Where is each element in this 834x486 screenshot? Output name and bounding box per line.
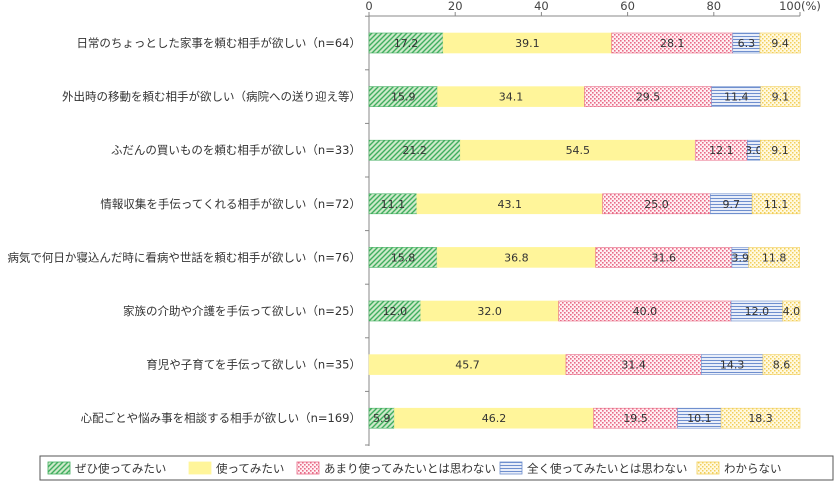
bar-segment bbox=[762, 354, 801, 375]
bar-value-label: 31.6 bbox=[652, 251, 677, 264]
bar-value-label: 21.2 bbox=[402, 144, 427, 157]
x-tick-label: 40 bbox=[534, 0, 549, 13]
x-tick-label: 20 bbox=[448, 0, 463, 13]
bar-value-label: 29.5 bbox=[636, 91, 661, 104]
bar-value-label: 14.3 bbox=[720, 359, 745, 372]
bar-value-label: 6.3 bbox=[738, 37, 756, 50]
category-label: ふだんの買いものを頼む相手が欲しい（n=33） bbox=[111, 143, 361, 157]
x-tick-label: 0 bbox=[365, 0, 372, 13]
bar-value-label: 11.1 bbox=[381, 198, 406, 211]
bar-value-label: 3.0 bbox=[745, 144, 763, 157]
bar-segment bbox=[782, 300, 801, 322]
category-label: 心配ごとや悩み事を相談する相手が欲しい（n=169） bbox=[81, 411, 361, 425]
bar-value-label: 15.9 bbox=[391, 91, 416, 104]
bar-value-label: 9.4 bbox=[771, 37, 789, 50]
bar-segment bbox=[760, 86, 801, 107]
bar-segment bbox=[720, 407, 801, 429]
legend-entry: あまり使ってみたいとは思わない bbox=[324, 462, 496, 476]
legend-swatch bbox=[188, 461, 212, 475]
x-tick-label: 100(%) bbox=[779, 0, 821, 13]
legend-swatch bbox=[499, 461, 523, 475]
bar-value-label: 12.0 bbox=[745, 305, 770, 318]
category-label: 情報収集を手伝ってくれる相手が欲しい（n=72） bbox=[100, 197, 361, 211]
category-label: 育児や子育てを手伝って欲しい（n=35） bbox=[146, 358, 361, 372]
bar-value-label: 31.4 bbox=[621, 359, 646, 372]
bar-value-label: 11.1 bbox=[764, 198, 789, 211]
legend-swatch bbox=[696, 461, 720, 475]
axis-layer: 0 20 40 60 80 100(%) 日常のちょっとした家事を頼む相手が欲しい（n=64… bbox=[7, 0, 821, 446]
legend-swatch bbox=[47, 461, 71, 475]
bar-segment bbox=[748, 247, 800, 268]
legend-entry: ぜひ使ってみたい bbox=[75, 462, 166, 476]
bar-value-label: 4.0 bbox=[783, 305, 801, 318]
bar-value-label: 28.1 bbox=[660, 37, 685, 50]
category-label: 日常のちょっとした家事を頼む相手が欲しい（n=64） bbox=[76, 36, 361, 50]
category-label: 外出時の移動を頼む相手が欲しい（病院への送り迎え等） bbox=[62, 90, 361, 104]
legend-entry: 全く使ってみたいとは思わない bbox=[527, 462, 687, 476]
category-label: 家族の介助や介護を手伝って欲しい（n=25） bbox=[123, 304, 361, 318]
bar-value-label: 15.8 bbox=[391, 251, 416, 264]
bar-value-label: 17.2 bbox=[394, 37, 419, 50]
bar-value-label: 36.8 bbox=[504, 251, 529, 264]
bar-segment bbox=[760, 139, 800, 161]
bar-value-label: 9.1 bbox=[772, 91, 790, 104]
bar-value-label: 39.1 bbox=[515, 37, 540, 50]
bar-value-label: 43.1 bbox=[497, 198, 522, 211]
bar-value-label: 25.0 bbox=[644, 198, 669, 211]
bar-value-label: 8.6 bbox=[773, 359, 791, 372]
x-tick-label: 60 bbox=[620, 0, 635, 13]
bar-value-label: 12.1 bbox=[709, 144, 734, 157]
bar-segment bbox=[751, 193, 801, 215]
legend: ぜひ使ってみたい 使ってみたい あまり使ってみたいとは思わない 全く使ってみたいとは思… bbox=[39, 455, 834, 481]
bar-value-label: 32.0 bbox=[477, 305, 502, 318]
x-tick-label: 80 bbox=[706, 0, 721, 13]
legend-swatch bbox=[296, 461, 320, 475]
bar-value-label: 11.8 bbox=[762, 251, 787, 264]
bar-value-label: 10.1 bbox=[687, 412, 712, 425]
bar-value-label: 5.9 bbox=[373, 412, 391, 425]
bar-value-label: 34.1 bbox=[499, 91, 524, 104]
legend-entry: わからない bbox=[724, 462, 782, 476]
bar-value-label: 19.5 bbox=[623, 412, 648, 425]
bar-value-label: 46.2 bbox=[482, 412, 507, 425]
bar-value-label: 40.0 bbox=[633, 305, 658, 318]
bar-value-label: 18.3 bbox=[748, 412, 773, 425]
bars-layer: 17.2 39.1 28.1 6.3 9.4 15.9 34.1 29.5 11.4 9.1 21.… bbox=[368, 32, 801, 429]
bar-value-label: 11.4 bbox=[724, 91, 749, 104]
legend-entry: 使ってみたい bbox=[216, 462, 284, 476]
bar-value-label: 9.1 bbox=[771, 144, 789, 157]
bar-value-label: 3.9 bbox=[732, 251, 750, 264]
bar-value-label: 45.7 bbox=[455, 359, 480, 372]
bar-value-label: 9.7 bbox=[723, 198, 741, 211]
bar-segment bbox=[759, 32, 801, 54]
bar-value-label: 54.5 bbox=[566, 144, 591, 157]
category-label: 病気で何日か寝込んだ時に看病や世話を頼む相手が欲しい（n=76） bbox=[7, 250, 361, 264]
bar-value-label: 12.0 bbox=[383, 305, 408, 318]
